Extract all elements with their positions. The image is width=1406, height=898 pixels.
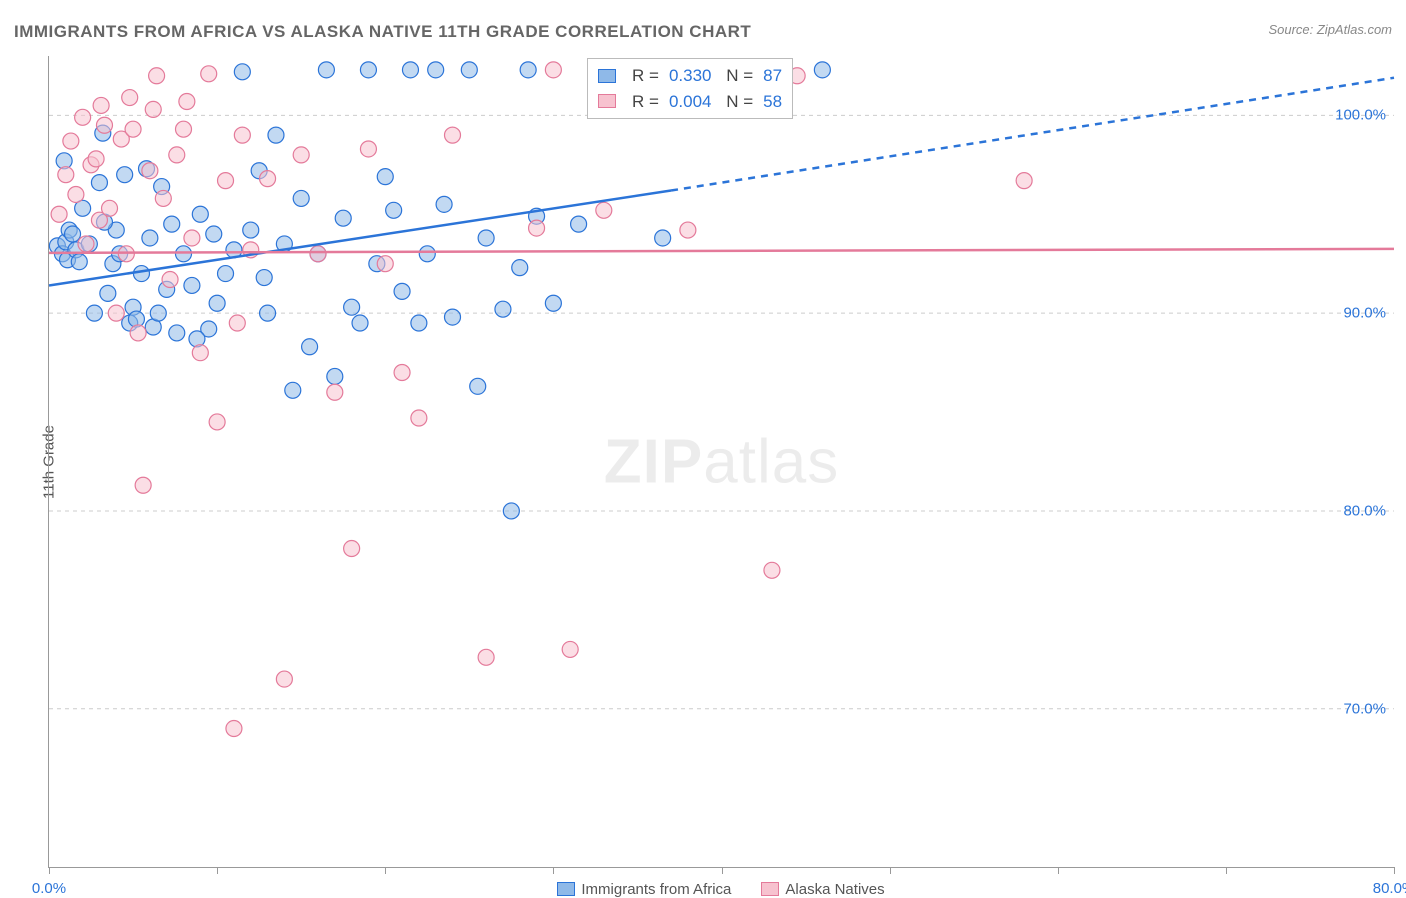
y-tick-label: 100.0%: [1335, 107, 1386, 124]
legend-swatch: [761, 882, 779, 896]
x-tick: [49, 867, 50, 874]
trend-line: [49, 191, 671, 286]
x-tick: [385, 867, 386, 874]
stat-n-value: 58: [763, 89, 782, 115]
legend-swatch: [557, 882, 575, 896]
x-tick: [1394, 867, 1395, 874]
legend-item: Immigrants from Africa: [557, 881, 731, 898]
stat-n-label: N =: [721, 89, 753, 115]
x-tick: [1226, 867, 1227, 874]
stat-r-label: R =: [632, 63, 659, 89]
stat-r-value: 0.004: [669, 89, 712, 115]
stat-r-label: R =: [632, 89, 659, 115]
chart-plot-area: ZIPatlas R =0.330 N =87R =0.004 N =58 70…: [48, 56, 1394, 868]
plot-wrapper: 11th Grade ZIPatlas R =0.330 N =87R =0.0…: [48, 56, 1394, 868]
chart-title: IMMIGRANTS FROM AFRICA VS ALASKA NATIVE …: [14, 22, 751, 41]
bottom-legend: Immigrants from Africa Alaska Natives: [48, 881, 1394, 898]
legend-label: Immigrants from Africa: [581, 881, 731, 898]
stat-n-label: N =: [721, 63, 753, 89]
stats-row: R = 0.004 N = 58: [598, 89, 782, 115]
x-tick: [1058, 867, 1059, 874]
trend-layer: [49, 56, 1394, 867]
x-tick: [722, 867, 723, 874]
source-attribution: Source: ZipAtlas.com: [1268, 22, 1392, 37]
x-tick: [217, 867, 218, 874]
y-tick-label: 70.0%: [1343, 700, 1386, 717]
y-tick-label: 90.0%: [1343, 305, 1386, 322]
title-bar: IMMIGRANTS FROM AFRICA VS ALASKA NATIVE …: [14, 22, 1392, 50]
stats-legend-box: R = 0.330 N = 87 R = 0.004 N = 58: [587, 58, 793, 119]
legend-item: Alaska Natives: [761, 881, 884, 898]
series-swatch: [598, 94, 616, 108]
trend-line: [49, 249, 1394, 253]
stat-n-value: 87: [763, 63, 782, 89]
x-tick: [553, 867, 554, 874]
series-swatch: [598, 69, 616, 83]
y-tick-label: 80.0%: [1343, 502, 1386, 519]
x-tick: [890, 867, 891, 874]
stats-row: R = 0.330 N = 87: [598, 63, 782, 89]
stat-r-value: 0.330: [669, 63, 712, 89]
legend-label: Alaska Natives: [785, 881, 884, 898]
